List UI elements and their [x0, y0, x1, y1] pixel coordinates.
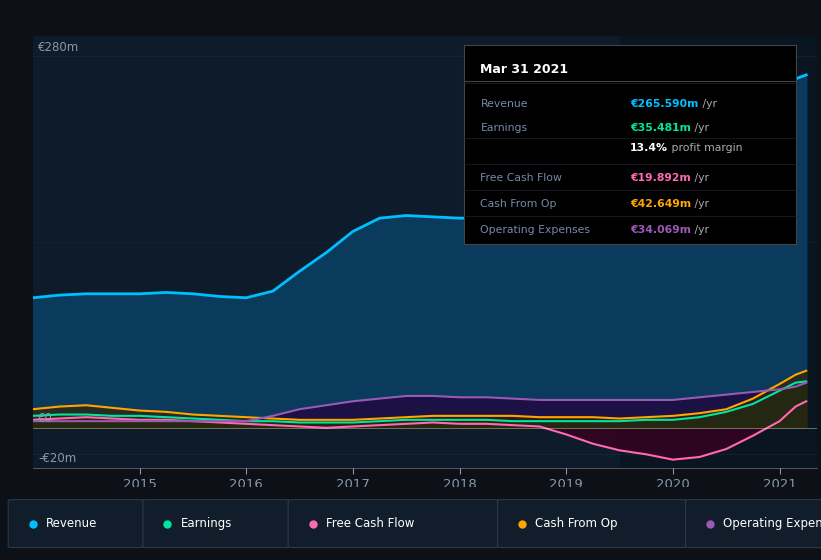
Text: Mar 31 2021: Mar 31 2021 — [480, 63, 569, 76]
Text: Earnings: Earnings — [480, 123, 528, 133]
Text: Free Cash Flow: Free Cash Flow — [326, 517, 415, 530]
FancyBboxPatch shape — [686, 500, 821, 548]
Text: Free Cash Flow: Free Cash Flow — [480, 173, 562, 183]
Text: /yr: /yr — [691, 199, 709, 209]
FancyBboxPatch shape — [498, 500, 687, 548]
Text: Cash From Op: Cash From Op — [535, 517, 617, 530]
Text: €34.069m: €34.069m — [631, 225, 691, 235]
Text: €280m: €280m — [38, 41, 80, 54]
Text: Operating Expenses: Operating Expenses — [480, 225, 590, 235]
Text: €19.892m: €19.892m — [631, 173, 690, 183]
Bar — [620, 36, 817, 468]
FancyBboxPatch shape — [8, 500, 144, 548]
Text: profit margin: profit margin — [668, 143, 743, 153]
Text: Earnings: Earnings — [181, 517, 232, 530]
Text: €35.481m: €35.481m — [631, 123, 691, 133]
Text: €42.649m: €42.649m — [631, 199, 691, 209]
Text: /yr: /yr — [691, 225, 709, 235]
Text: €0: €0 — [38, 412, 53, 425]
Text: Revenue: Revenue — [480, 100, 528, 109]
Text: /yr: /yr — [691, 123, 709, 133]
Text: 13.4%: 13.4% — [631, 143, 668, 153]
Text: -€20m: -€20m — [38, 452, 76, 465]
Text: Operating Expenses: Operating Expenses — [723, 517, 821, 530]
FancyBboxPatch shape — [288, 500, 499, 548]
Text: /yr: /yr — [699, 100, 717, 109]
Text: /yr: /yr — [691, 173, 709, 183]
Text: Revenue: Revenue — [46, 517, 98, 530]
Text: Cash From Op: Cash From Op — [480, 199, 557, 209]
FancyBboxPatch shape — [143, 500, 290, 548]
Text: €265.590m: €265.590m — [631, 100, 699, 109]
